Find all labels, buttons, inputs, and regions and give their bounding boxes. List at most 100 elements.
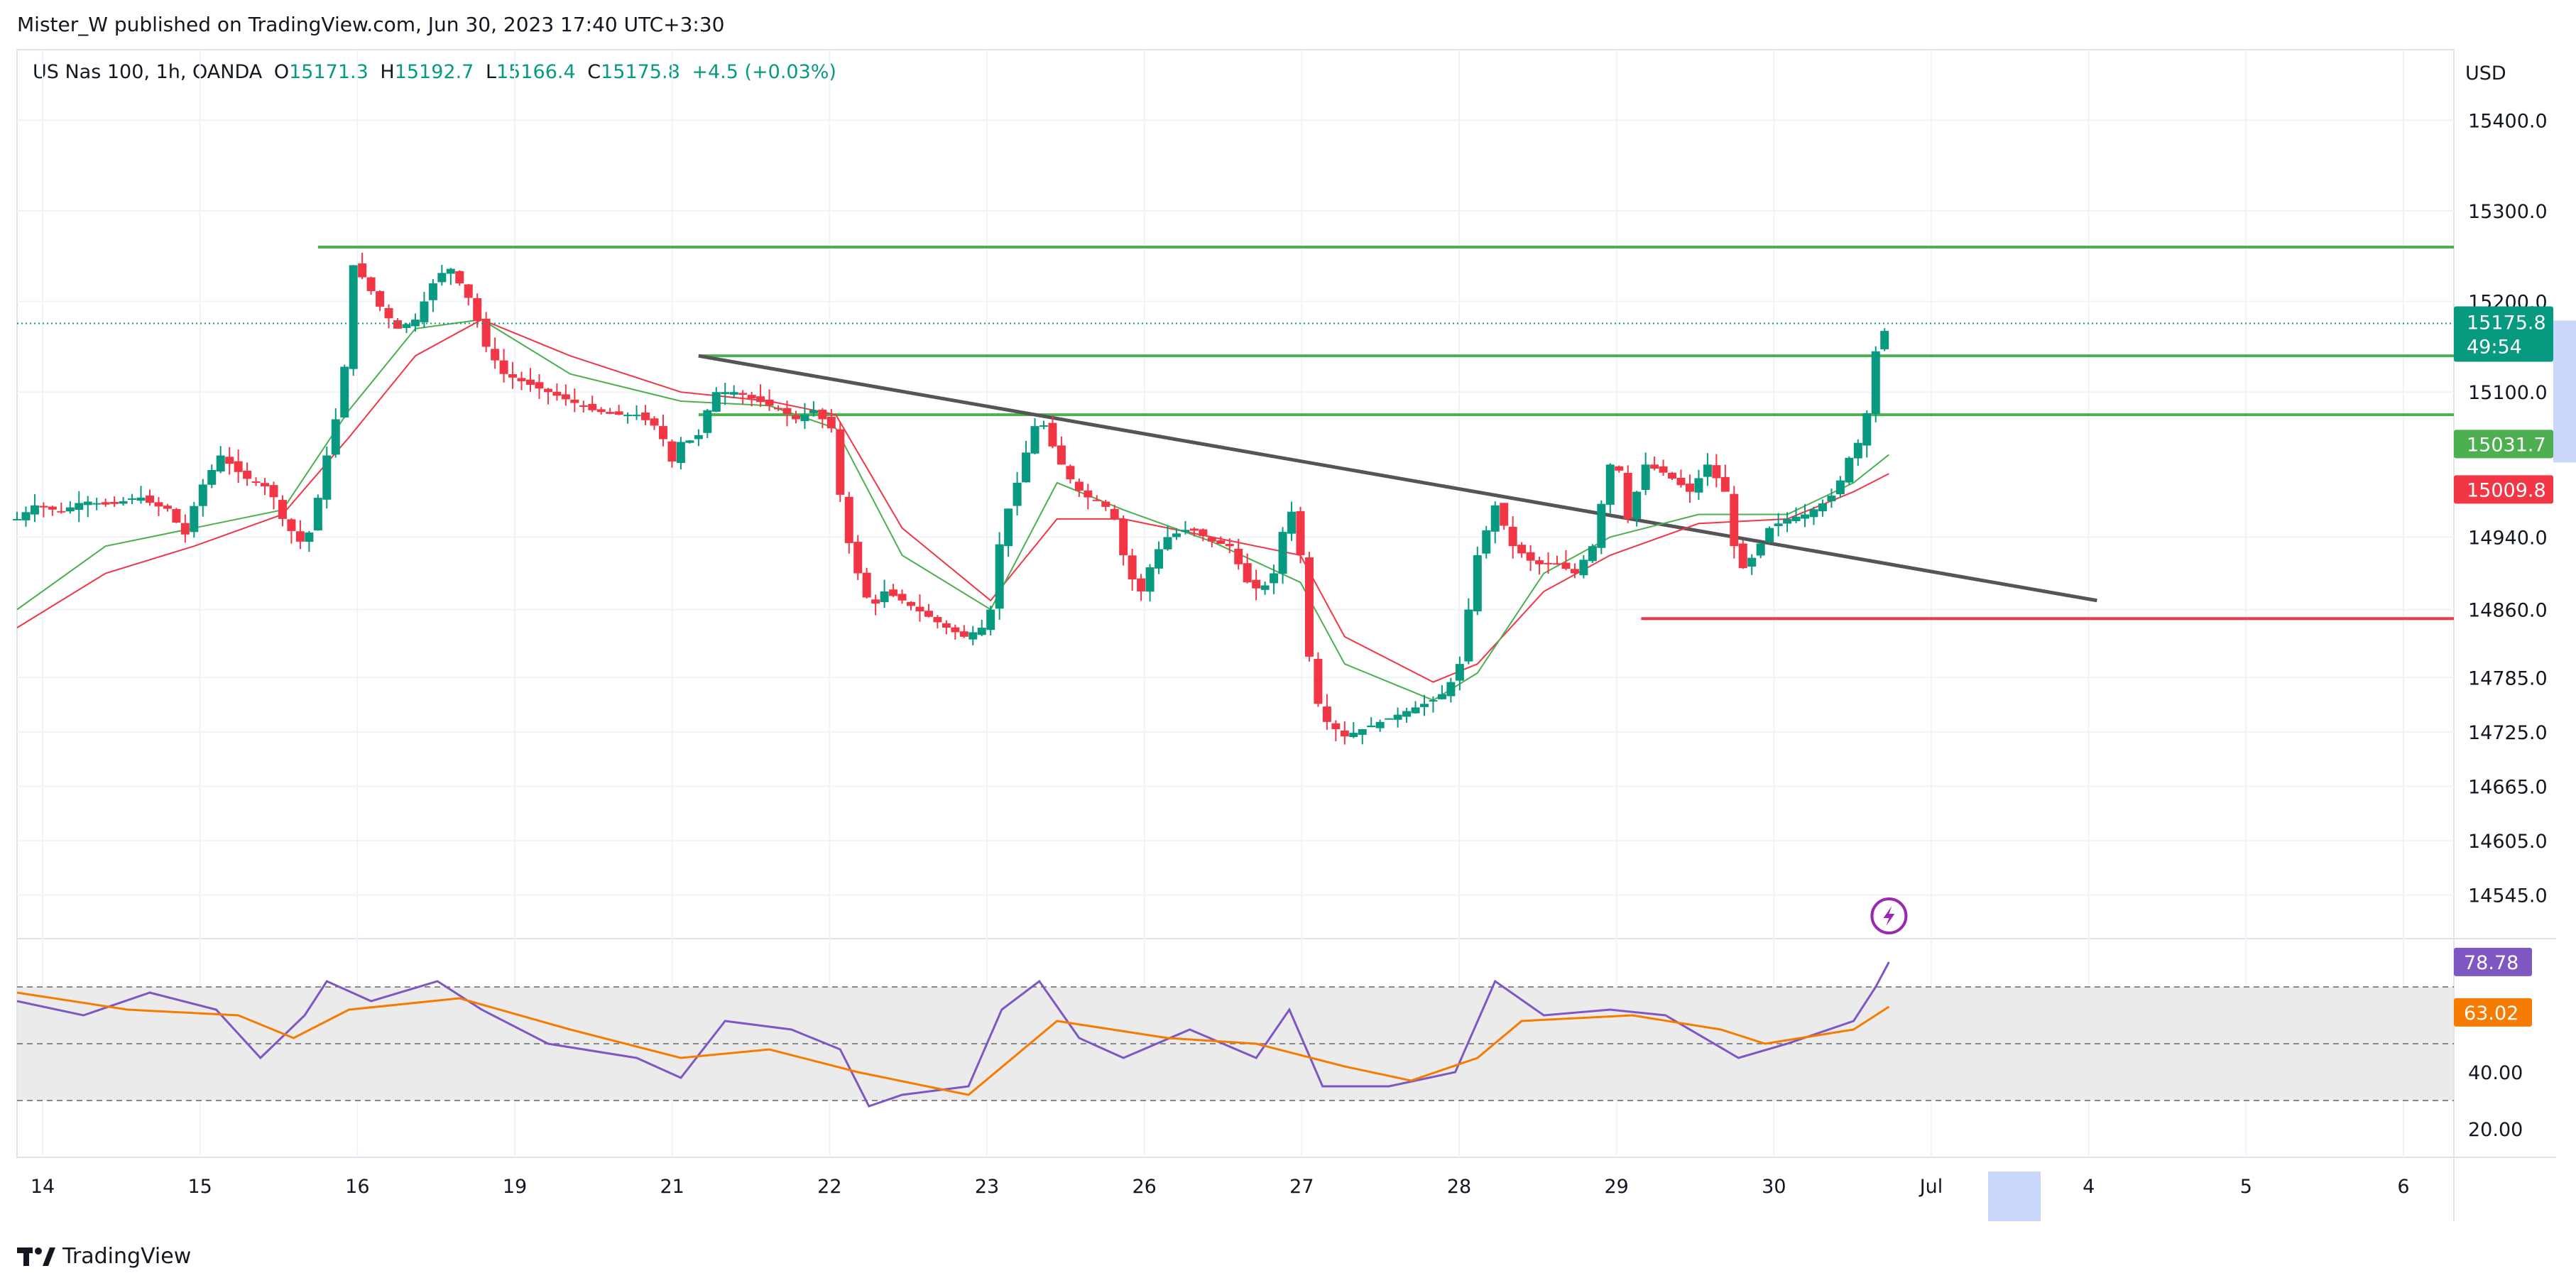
candle-body (1455, 664, 1464, 681)
candle-body (1623, 472, 1632, 519)
candle-body (1446, 682, 1456, 697)
candle-body (676, 442, 685, 463)
x-tick-label: 26 (1132, 1176, 1156, 1198)
rsi-value-tag[interactable] (2454, 947, 2532, 976)
candle-body (1597, 503, 1606, 548)
candle-body (1057, 445, 1066, 465)
candle-body (163, 506, 172, 509)
selected-day-marker[interactable] (1988, 1172, 2041, 1221)
rsi-value: 78.78 (2464, 952, 2518, 974)
price-range-highlight (2553, 320, 2576, 463)
candle-body (756, 396, 765, 403)
y-tick-label: 14545.0 (2468, 885, 2548, 907)
candle-body (1420, 704, 1429, 707)
candle-body (658, 426, 667, 440)
candle-body (853, 542, 863, 574)
candle-body (172, 508, 181, 523)
candle-body (1544, 562, 1553, 564)
candle-body (1278, 532, 1287, 574)
moving-average-tag[interactable] (2454, 430, 2553, 459)
close-label: C (587, 61, 601, 83)
candle-body (119, 501, 128, 504)
candle-body (1207, 537, 1216, 542)
candle-body (473, 297, 482, 321)
moving-average-red (16, 318, 1889, 683)
high-label: H (380, 61, 395, 83)
candle-body (738, 393, 748, 395)
candle-body (1199, 529, 1208, 537)
candle-body (313, 498, 322, 531)
candle-body (225, 457, 234, 464)
candle-body (685, 440, 694, 443)
footer-brand[interactable]: TradingView (17, 1244, 191, 1269)
candle-body (21, 512, 31, 520)
candle-body (1314, 659, 1323, 704)
candle-body (1517, 545, 1527, 554)
candle-body (48, 506, 57, 510)
candle-body (1508, 526, 1517, 547)
candle-body (641, 413, 650, 420)
publisher-header: Mister_W published on TradingView.com, J… (17, 13, 725, 36)
candle-body (1048, 422, 1057, 447)
candle-body (543, 388, 552, 393)
candle-body (198, 484, 207, 506)
candle-body (880, 591, 889, 603)
candle-body (1066, 466, 1075, 480)
y-tick-label: 14940.0 (2468, 527, 2548, 549)
candle-body (986, 609, 995, 630)
candle-body (340, 366, 349, 417)
candle-body (721, 392, 730, 395)
candle-body (154, 502, 163, 507)
candle-body (1720, 476, 1730, 492)
trend-line[interactable] (698, 354, 2097, 603)
candle-body (1252, 579, 1261, 589)
candle-body (1270, 573, 1279, 584)
candle-body (995, 544, 1004, 609)
candle-body (606, 412, 615, 414)
x-tick-label: 28 (1447, 1176, 1471, 1198)
close-value: 15175.8 (601, 61, 680, 83)
candle-body (1030, 426, 1039, 454)
x-tick-label: 6 (2397, 1176, 2409, 1198)
candle-body (1500, 503, 1509, 526)
moving-average-tag[interactable] (2454, 475, 2553, 504)
candle-body (667, 441, 677, 462)
candle-body (13, 518, 21, 520)
y-tick-label: 14605.0 (2468, 831, 2548, 853)
candle-body (410, 320, 420, 327)
rsi-tick-label: 40.00 (2468, 1062, 2523, 1084)
rsi-value-tag[interactable] (2454, 998, 2532, 1027)
candle-body (437, 273, 447, 283)
candle-body (1119, 519, 1128, 555)
y-tick-label: 14725.0 (2468, 722, 2548, 744)
candle-body (145, 495, 154, 503)
x-tick-label: 15 (187, 1176, 212, 1198)
candle-body (1128, 555, 1137, 579)
candle-body (1296, 511, 1305, 555)
x-tick-label: 19 (503, 1176, 527, 1198)
last-price-tag[interactable] (2454, 306, 2553, 362)
y-tick-label: 14785.0 (2468, 667, 2548, 689)
candle-body (889, 589, 898, 596)
candle-body (791, 415, 800, 420)
candle-body (694, 435, 703, 440)
candle-body (711, 392, 721, 412)
candle-body (1022, 452, 1031, 483)
candle-body (650, 418, 659, 426)
open-label: O (273, 61, 290, 83)
x-tick-label: 21 (660, 1176, 684, 1198)
candle-body (1385, 718, 1394, 720)
candle-body (1783, 518, 1792, 524)
candle-body (561, 394, 570, 400)
candle-body (1367, 725, 1376, 728)
moving-average-value: 15031.7 (2467, 434, 2546, 456)
candle-body (826, 416, 836, 429)
low-label: L (485, 61, 496, 83)
candle-body (1880, 331, 1889, 349)
candle-body (623, 415, 633, 417)
symbol-name[interactable]: US Nas 100, 1h, OANDA (33, 61, 263, 83)
candle-body (1853, 442, 1862, 459)
last-price-value: 15175.8 (2467, 312, 2546, 334)
candle-body (951, 627, 960, 633)
